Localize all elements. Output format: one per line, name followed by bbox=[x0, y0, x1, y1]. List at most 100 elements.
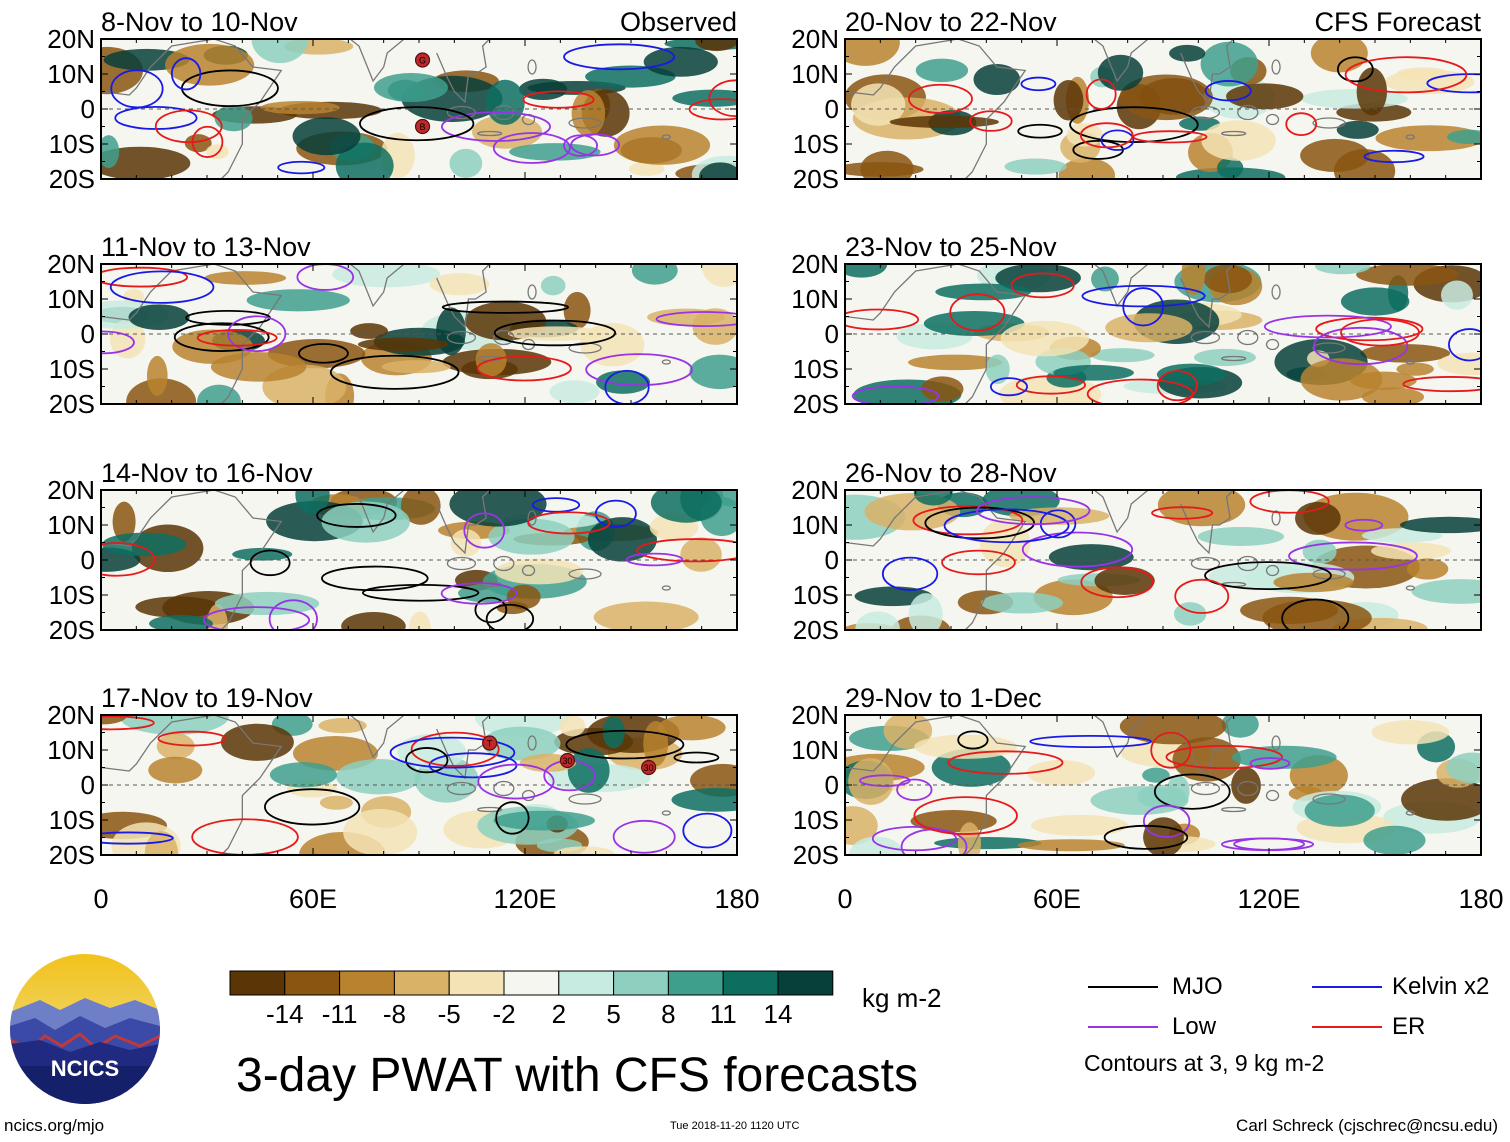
island-outline bbox=[446, 556, 477, 571]
pwat-anomaly-blob bbox=[580, 323, 645, 367]
pwat-anomaly-blob bbox=[1440, 280, 1473, 310]
pwat-anomaly-blob bbox=[1201, 120, 1276, 161]
pwat-anomaly-blob bbox=[923, 310, 1025, 337]
contour-er bbox=[1010, 272, 1075, 299]
pwat-anomaly-blob bbox=[112, 501, 136, 542]
colorbar-tick-label: 2 bbox=[552, 999, 566, 1029]
pwat-anomaly-blob bbox=[507, 326, 605, 341]
pwat-anomaly-blob bbox=[1356, 264, 1459, 286]
island-outline bbox=[493, 555, 515, 572]
island-outline bbox=[1271, 284, 1281, 300]
colorbar-swatch bbox=[393, 970, 450, 996]
contour-er bbox=[1132, 130, 1208, 144]
pwat-field bbox=[845, 715, 1481, 855]
contour-mjo bbox=[441, 300, 570, 314]
pwat-anomaly-blob bbox=[357, 337, 449, 352]
contour-low bbox=[1021, 531, 1134, 568]
island-outline bbox=[1221, 130, 1247, 137]
panel-date-range: 29-Nov to 1-Dec bbox=[845, 683, 1042, 713]
island-outline bbox=[661, 585, 671, 591]
y-tick-label: 20S bbox=[49, 389, 95, 419]
coastline-2 bbox=[436, 715, 491, 780]
contour-er bbox=[101, 542, 156, 577]
legend-line-kelvin bbox=[1312, 986, 1382, 988]
contour-er bbox=[1085, 78, 1117, 110]
contour-er bbox=[636, 538, 737, 563]
x-tick-label: 120E bbox=[1237, 884, 1300, 914]
contour-low bbox=[440, 582, 518, 605]
pwat-anomaly-blob bbox=[336, 759, 422, 795]
contour-er bbox=[941, 549, 1016, 576]
pwat-anomaly-blob bbox=[563, 291, 591, 330]
y-tick-label: 20N bbox=[47, 475, 95, 505]
pwat-anomaly-blob bbox=[650, 490, 722, 523]
pwat-anomaly-blob bbox=[1004, 158, 1067, 175]
pwat-anomaly-blob bbox=[1094, 566, 1155, 595]
colorbar-swatch bbox=[667, 970, 724, 996]
island-outline bbox=[1405, 585, 1415, 591]
wave-contours bbox=[908, 56, 1481, 164]
contour-low bbox=[612, 819, 676, 854]
coastlines bbox=[845, 715, 1415, 855]
storm-marker bbox=[559, 752, 576, 769]
contour-mjo bbox=[1204, 561, 1332, 591]
contour-mjo bbox=[1103, 824, 1189, 850]
island-outline bbox=[1190, 105, 1221, 120]
colorbar-swatch bbox=[558, 970, 615, 996]
wave-contours bbox=[101, 264, 737, 404]
contour-mjo bbox=[493, 319, 617, 347]
panel-7: 20N 10N 0 10S 20S 29-Nov to 1-Dec 0 60E 120E 180 bbox=[791, 683, 1503, 914]
island-outline bbox=[527, 284, 537, 300]
contour-low bbox=[1142, 804, 1191, 838]
y-tick-label: 20S bbox=[49, 615, 95, 645]
pwat-anomaly-blob bbox=[1105, 313, 1193, 343]
contour-kelvin bbox=[1204, 80, 1252, 102]
contour-kelvin bbox=[682, 812, 733, 849]
pwat-anomaly-blob bbox=[1119, 715, 1227, 745]
island-outline bbox=[527, 59, 537, 75]
island-outline bbox=[1271, 59, 1281, 75]
contour-mjo bbox=[1153, 773, 1231, 810]
island-outline bbox=[1265, 338, 1280, 351]
island-outline bbox=[493, 780, 515, 797]
pwat-anomaly-blob bbox=[1315, 264, 1371, 275]
y-tick-label: 20S bbox=[793, 164, 839, 194]
y-tick-label: 10S bbox=[49, 354, 95, 384]
contour-mjo bbox=[264, 788, 361, 826]
coastlines bbox=[101, 39, 671, 179]
pwat-anomaly-blob bbox=[995, 264, 1081, 293]
contour-kelvin bbox=[1426, 73, 1481, 94]
pwat-anomaly-blob bbox=[559, 715, 586, 737]
pwat-anomaly-blob bbox=[449, 148, 483, 178]
contour-er bbox=[688, 98, 737, 121]
colorbar-tick-label: -14 bbox=[266, 999, 304, 1029]
island-outline bbox=[446, 330, 477, 345]
pwat-anomaly-blob bbox=[672, 89, 737, 107]
x-tick-label: 120E bbox=[493, 884, 556, 914]
storm-marker bbox=[414, 52, 431, 68]
pwat-anomaly-blob bbox=[1406, 558, 1449, 580]
y-tick-label: 10S bbox=[793, 354, 839, 384]
panel-date-range: 26-Nov to 28-Nov bbox=[845, 458, 1057, 488]
y-tick-label: 20N bbox=[791, 249, 839, 279]
pwat-anomaly-blob bbox=[494, 558, 583, 585]
contour-kelvin bbox=[1100, 129, 1135, 151]
colorbar-swatch bbox=[448, 970, 505, 996]
pwat-anomaly-blob bbox=[220, 723, 294, 761]
contour-kelvin bbox=[389, 736, 516, 769]
contour-low bbox=[570, 133, 621, 157]
y-tick-label: 20S bbox=[49, 164, 95, 194]
pwat-anomaly-blob bbox=[571, 90, 606, 137]
pwat-anomaly-blob bbox=[567, 748, 610, 793]
contour-low bbox=[203, 606, 311, 630]
contour-er bbox=[476, 355, 572, 382]
contour-er bbox=[1156, 370, 1198, 402]
pwat-anomaly-blob bbox=[1363, 825, 1426, 855]
pwat-anomaly-blob bbox=[540, 275, 566, 296]
island-outline bbox=[568, 117, 602, 129]
colorbar-tick-label: 14 bbox=[764, 999, 793, 1029]
pwat-anomaly-blob bbox=[1169, 44, 1206, 62]
footer-url[interactable]: ncics.org/mjo bbox=[4, 1116, 105, 1135]
contour-low bbox=[1344, 518, 1384, 532]
contour-er bbox=[1086, 378, 1194, 404]
